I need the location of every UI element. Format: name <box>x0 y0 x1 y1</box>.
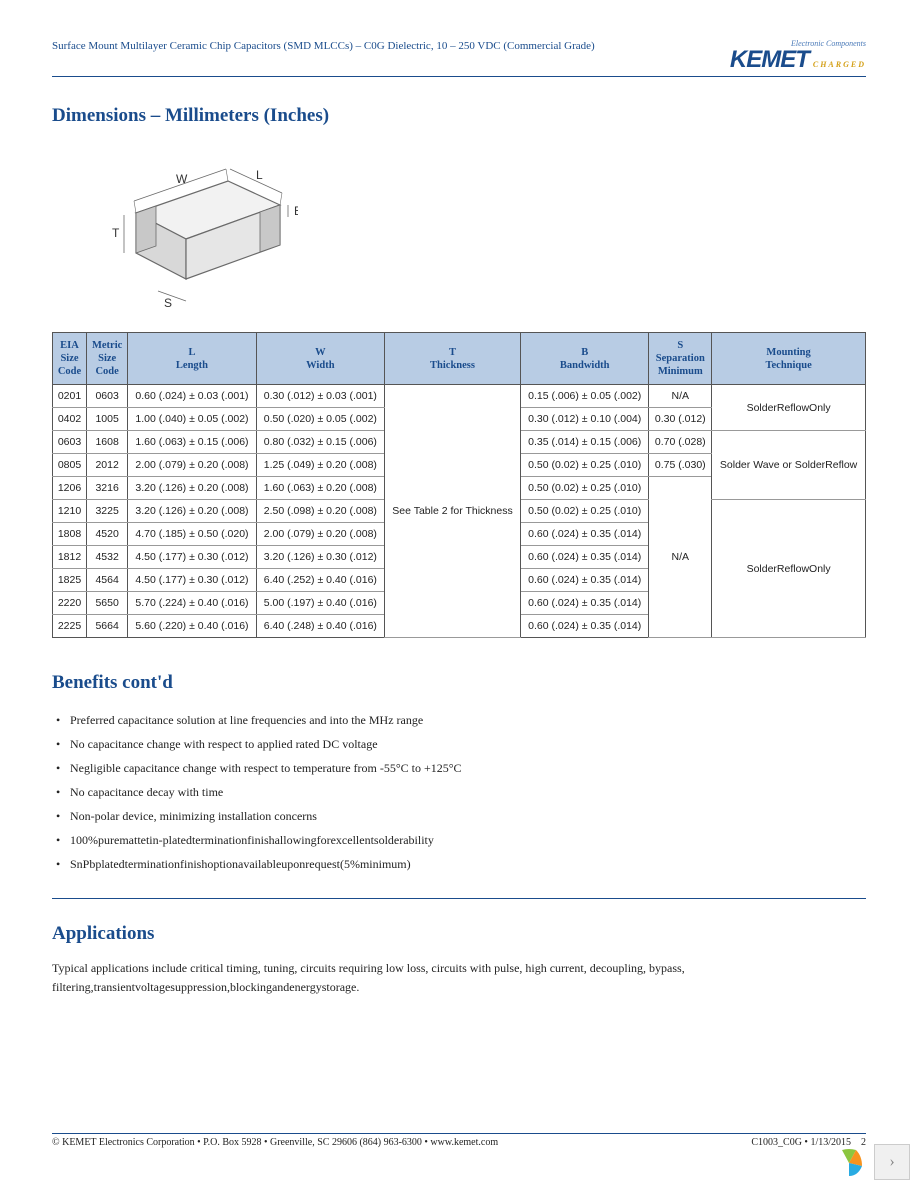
applications-heading: Applications <box>52 923 866 945</box>
page-footer: © KEMET Electronics Corporation • P.O. B… <box>52 1133 866 1148</box>
col-length: LLength <box>128 333 256 385</box>
header-rule <box>52 76 866 77</box>
next-page-button[interactable]: › <box>874 1144 910 1180</box>
table-header-row: EIASizeCode MetricSizeCode LLength WWidt… <box>53 333 866 385</box>
benefit-item: SnPbplatedterminationfinishoptionavailab… <box>52 852 866 876</box>
benefit-item: No capacitance change with respect to ap… <box>52 732 866 756</box>
col-mounting: MountingTechnique <box>712 333 866 385</box>
benefit-item: Non-polar device, minimizing installatio… <box>52 804 866 828</box>
table-row: 020106030.60 (.024) ± 0.03 (.001)0.30 (.… <box>53 385 866 408</box>
col-width: WWidth <box>256 333 384 385</box>
section-divider <box>52 898 866 899</box>
chip-diagram: W L T B S <box>78 141 866 314</box>
svg-text:B: B <box>294 204 298 218</box>
benefit-item: Preferred capacitance solution at line f… <box>52 708 866 732</box>
page-header: Surface Mount Multilayer Ceramic Chip Ca… <box>52 40 866 72</box>
benefit-item: No capacitance decay with time <box>52 780 866 804</box>
svg-text:W: W <box>176 172 188 186</box>
col-metric: MetricSizeCode <box>87 333 128 385</box>
logo-subtext: CHARGED <box>813 60 866 69</box>
document-title: Surface Mount Multilayer Ceramic Chip Ca… <box>52 40 595 52</box>
dimensions-table: EIASizeCode MetricSizeCode LLength WWidt… <box>52 332 866 638</box>
col-eia: EIASizeCode <box>53 333 87 385</box>
benefit-item: 100%puremattetin-platedterminationfinish… <box>52 828 866 852</box>
applications-body: Typical applications include critical ti… <box>52 959 866 996</box>
col-separation: SSeparationMinimum <box>649 333 712 385</box>
logo-text: KEMET <box>730 46 809 73</box>
benefits-heading: Benefits cont'd <box>52 672 866 694</box>
dimensions-heading: Dimensions – Millimeters (Inches) <box>52 105 866 127</box>
benefits-list: Preferred capacitance solution at line f… <box>52 708 866 876</box>
col-thickness: TThickness <box>385 333 521 385</box>
col-bandwidth: BBandwidth <box>521 333 649 385</box>
corner-logo-icon <box>832 1146 866 1180</box>
footer-left: © KEMET Electronics Corporation • P.O. B… <box>52 1137 498 1148</box>
chevron-right-icon: › <box>889 1153 894 1171</box>
svg-text:S: S <box>164 296 172 309</box>
benefit-item: Negligible capacitance change with respe… <box>52 756 866 780</box>
svg-text:T: T <box>112 226 120 240</box>
svg-text:L: L <box>256 168 263 182</box>
brand-logo: Electronic Components KEMET CHARGED <box>730 40 866 72</box>
